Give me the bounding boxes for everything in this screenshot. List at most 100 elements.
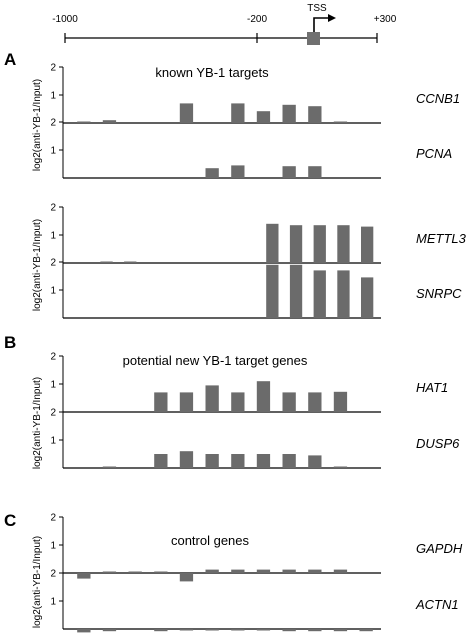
panel-title-c: control genes — [171, 533, 250, 548]
bar-gapdh-2 — [102, 571, 117, 573]
bar-ccnb1-1 — [77, 121, 91, 123]
bar-actn1-10 — [308, 629, 322, 632]
bar-hat1-4 — [154, 392, 168, 412]
y-tick-label-actn1-1: 1 — [50, 597, 56, 608]
bar-mettl3-2 — [100, 261, 113, 263]
y-tick-label-hat1-2: 2 — [50, 352, 56, 363]
bar-mettl3-12 — [337, 225, 350, 263]
bar-ccnb1-9 — [282, 104, 296, 123]
bar-actn1-8 — [256, 629, 271, 631]
bar-actn1-1 — [77, 629, 91, 633]
y-tick-label-snrpc-1: 1 — [50, 286, 56, 297]
gene-label-pcna: PCNA — [416, 146, 452, 161]
bar-dusp6-7 — [231, 454, 245, 468]
bar-ccnb1-11 — [333, 121, 348, 123]
bar-pcna-6 — [205, 168, 219, 178]
bar-pcna-9 — [282, 166, 296, 178]
bar-dusp6-6 — [205, 454, 219, 468]
bar-hat1-8 — [256, 381, 271, 412]
y-axis-label-c: log2(anti-YB-1/Input) — [32, 536, 43, 628]
bar-gapdh-3 — [128, 571, 142, 573]
bar-mettl3-13 — [361, 226, 374, 263]
tss-label: TSS — [307, 3, 327, 14]
bar-pcna-10 — [308, 166, 322, 178]
subplots: 1 2 CCNB1 1 2 PCNA 1 2 METTL3 1 2 SNRPC 1 2 HAT1 1 2 DUSP… — [50, 63, 467, 633]
y-tick-label-pcna-1: 1 — [50, 146, 56, 157]
gene-label-snrpc: SNRPC — [416, 286, 462, 301]
y-tick-label-dusp6-2: 2 — [50, 408, 56, 419]
y-tick-label-actn1-2: 2 — [50, 569, 56, 580]
bar-ccnb1-10 — [308, 106, 322, 123]
tss-box — [307, 32, 320, 45]
gene-label-ccnb1: CCNB1 — [416, 91, 460, 106]
subplot-ccnb1: 1 2 CCNB1 — [50, 63, 460, 124]
bar-hat1-5 — [179, 392, 194, 412]
y-tick-label-hat1-1: 1 — [50, 380, 56, 391]
bar-actn1-12 — [359, 629, 373, 632]
bar-dusp6-4 — [154, 454, 168, 468]
tss-arrow-line — [313, 17, 330, 32]
bar-dusp6-8 — [256, 454, 271, 468]
subplot-hat1: 1 2 HAT1 — [50, 352, 448, 413]
bar-dusp6-9 — [282, 454, 296, 468]
y-tick-label-snrpc-2: 2 — [50, 258, 56, 269]
bar-ccnb1-2 — [102, 120, 117, 123]
subplot-actn1: 1 2 ACTN1 — [50, 569, 459, 633]
y-tick-label-ccnb1-2: 2 — [50, 63, 56, 74]
bar-dusp6-5 — [179, 451, 194, 468]
promoter-tick-label-1000: -1000 — [52, 14, 78, 25]
promoter-tick-label-200: -200 — [247, 14, 267, 25]
subplot-gapdh: 1 2 GAPDH — [50, 513, 463, 582]
y-axis-label-b: log2(anti-YB-1/Input) — [32, 377, 43, 469]
bar-snrpc-12 — [337, 270, 350, 318]
subplot-snrpc: 1 2 SNRPC — [50, 258, 462, 319]
bar-snrpc-10 — [289, 264, 303, 318]
bar-hat1-10 — [308, 392, 322, 412]
y-tick-label-mettl3-1: 1 — [50, 231, 56, 242]
bar-actn1-7 — [231, 629, 245, 631]
bar-actn1-2 — [102, 629, 117, 632]
subplot-dusp6: 1 2 DUSP6 — [50, 408, 460, 469]
y-tick-label-gapdh-1: 1 — [50, 541, 56, 552]
bar-dusp6-11 — [333, 466, 348, 468]
bar-ccnb1-7 — [231, 103, 245, 123]
bar-ccnb1-8 — [256, 111, 271, 123]
promoter-tick-label-300: +300 — [374, 14, 397, 25]
bar-dusp6-10 — [308, 455, 322, 468]
bar-gapdh-9 — [282, 569, 296, 573]
panel-letter-c: C — [4, 511, 16, 530]
bar-gapdh-11 — [333, 569, 348, 573]
bar-hat1-7 — [231, 392, 245, 412]
bar-hat1-6 — [205, 385, 219, 412]
bar-dusp6-2 — [102, 466, 117, 468]
bar-snrpc-13 — [361, 277, 374, 318]
y-tick-label-dusp6-1: 1 — [50, 436, 56, 447]
bar-actn1-9 — [282, 629, 296, 632]
bar-snrpc-11 — [313, 270, 326, 318]
gene-label-gapdh: GAPDH — [416, 541, 463, 556]
subplot-mettl3: 1 2 METTL3 — [50, 203, 467, 264]
y-tick-label-ccnb1-1: 1 — [50, 91, 56, 102]
panel-title-a: known YB-1 targets — [155, 65, 269, 80]
bar-gapdh-1 — [77, 573, 91, 579]
bar-hat1-9 — [282, 392, 296, 412]
bar-hat1-11 — [333, 391, 348, 412]
gene-label-actn1: ACTN1 — [415, 597, 459, 612]
bar-gapdh-5 — [179, 573, 194, 582]
bar-gapdh-6 — [205, 569, 219, 573]
promoter-schematic: -1000 -200 +300 TSS — [52, 3, 397, 45]
bar-mettl3-10 — [289, 225, 303, 263]
bar-gapdh-7 — [231, 569, 245, 573]
panel-title-b: potential new YB-1 target genes — [123, 353, 308, 368]
bar-actn1-4 — [154, 629, 168, 632]
bar-snrpc-9 — [266, 264, 279, 318]
subplot-pcna: 1 2 PCNA — [50, 118, 452, 179]
y-axis-label-a2: log2(anti-YB-1/Input) — [32, 219, 43, 311]
bar-actn1-6 — [205, 629, 219, 631]
y-tick-label-mettl3-2: 2 — [50, 203, 56, 214]
gene-label-mettl3: METTL3 — [416, 231, 467, 246]
gene-label-hat1: HAT1 — [416, 380, 448, 395]
bar-mettl3-3 — [124, 261, 137, 263]
bar-pcna-7 — [231, 165, 245, 178]
